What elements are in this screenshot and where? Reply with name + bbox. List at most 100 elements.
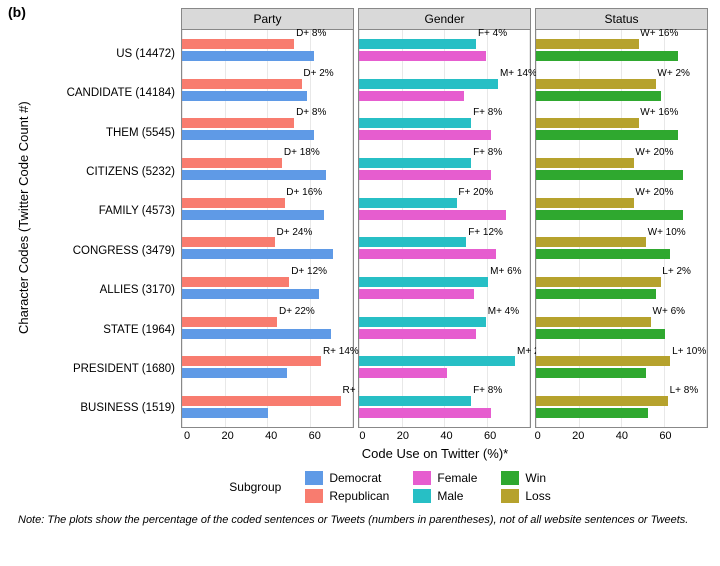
x-tick: 20 (572, 430, 584, 442)
bar (536, 329, 665, 339)
legend-swatch (305, 471, 323, 485)
bar-row: L+ 10% (536, 348, 707, 388)
bar (182, 289, 319, 299)
bar-row: F+ 4% (359, 30, 530, 70)
facet-status: StatusW+ 16%W+ 2%W+ 16%W+ 20%W+ 20%W+ 10… (535, 8, 708, 428)
delta-label: D+ 8% (296, 28, 326, 39)
bar-row: W+ 10% (536, 229, 707, 269)
bar (359, 118, 471, 128)
delta-label: F+ 8% (473, 147, 502, 158)
x-tick: 60 (659, 430, 671, 442)
bar-row: D+ 2% (182, 70, 353, 110)
bar (182, 118, 294, 128)
y-category: THEM (5545) (31, 113, 181, 152)
legend-item: Democrat (305, 471, 389, 485)
y-categories: US (14472)CANDIDATE (14184)THEM (5545)CI… (31, 8, 181, 428)
delta-label: W+ 20% (635, 187, 673, 198)
bar-row: D+ 22% (182, 308, 353, 348)
bar (182, 329, 331, 339)
bar (536, 118, 639, 128)
delta-label: L+ 8% (670, 385, 699, 396)
legend-label: Male (437, 489, 463, 503)
y-category: FAMILY (4573) (31, 192, 181, 231)
delta-label: R+ 14% (323, 346, 359, 357)
bar-row: D+ 18% (182, 149, 353, 189)
delta-label: D+ 22% (279, 306, 315, 317)
bar-row: D+ 8% (182, 30, 353, 70)
delta-label: F+ 8% (473, 107, 502, 118)
x-tick: 40 (440, 430, 452, 442)
delta-label: W+ 16% (640, 28, 678, 39)
bar-row: F+ 12% (359, 229, 530, 269)
bar (359, 329, 476, 339)
x-tick: 0 (535, 430, 541, 442)
delta-label: L+ 10% (672, 346, 706, 357)
bar (359, 79, 498, 89)
x-tick: 20 (397, 430, 409, 442)
bar-row: W+ 20% (536, 189, 707, 229)
bar (359, 198, 457, 208)
bar-row: M+ 4% (359, 308, 530, 348)
bar (536, 198, 634, 208)
bar (359, 356, 515, 366)
bar (359, 170, 491, 180)
bar-row: R+ 14% (182, 348, 353, 388)
bar (182, 249, 333, 259)
facet-header: Status (536, 9, 707, 30)
bar (182, 170, 326, 180)
legend-label: Loss (525, 489, 550, 503)
bar-row: M+ 14% (359, 70, 530, 110)
delta-label: M+ 6% (490, 266, 521, 277)
legend-item: Male (413, 489, 477, 503)
y-category: ALLIES (3170) (31, 270, 181, 309)
bar-row: F+ 8% (359, 149, 530, 189)
legend-item: Win (501, 471, 550, 485)
x-tick: 40 (616, 430, 628, 442)
bar (182, 210, 324, 220)
bar-row: F+ 8% (359, 387, 530, 427)
delta-label: F+ 20% (458, 187, 493, 198)
bar (182, 317, 277, 327)
y-category: CANDIDATE (14184) (31, 73, 181, 112)
y-category: US (14472) (31, 34, 181, 73)
x-tick: 0 (359, 430, 365, 442)
delta-label: D+ 24% (277, 227, 313, 238)
bar (182, 277, 289, 287)
delta-label: D+ 8% (296, 107, 326, 118)
legend-swatch (413, 489, 431, 503)
bar-row: F+ 8% (359, 109, 530, 149)
bar-row: W+ 6% (536, 308, 707, 348)
legend: Subgroup DemocratRepublicanFemaleMaleWin… (72, 471, 708, 503)
x-tick-row: 0 20 40 60 (533, 430, 708, 442)
bar (182, 396, 341, 406)
legend-swatch (501, 489, 519, 503)
bar (359, 289, 474, 299)
footnote: Note: The plots show the percentage of t… (12, 513, 708, 528)
bar (182, 408, 268, 418)
delta-label: W+ 6% (653, 306, 686, 317)
facet-gender: GenderF+ 4%M+ 14%F+ 8%F+ 8%F+ 20%F+ 12%M… (358, 8, 531, 428)
bar-row: W+ 20% (536, 149, 707, 189)
bar (359, 130, 491, 140)
bar (536, 91, 661, 101)
legend-item: Republican (305, 489, 389, 503)
bar (536, 368, 646, 378)
bar (536, 408, 648, 418)
legend-swatch (501, 471, 519, 485)
bar (536, 396, 668, 406)
bar (359, 249, 496, 259)
bar (536, 79, 656, 89)
bar (536, 237, 646, 247)
bar-row: D+ 24% (182, 229, 353, 269)
bar-row: L+ 2% (536, 268, 707, 308)
bar (182, 198, 285, 208)
bar (536, 317, 651, 327)
y-category: BUSINESS (1519) (31, 389, 181, 428)
legend-item: Loss (501, 489, 550, 503)
bar (536, 356, 670, 366)
y-category: PRESIDENT (1680) (31, 349, 181, 388)
y-category: CONGRESS (3479) (31, 231, 181, 270)
x-tick: 0 (184, 430, 190, 442)
legend-label: Democrat (329, 471, 381, 485)
bar (359, 396, 471, 406)
